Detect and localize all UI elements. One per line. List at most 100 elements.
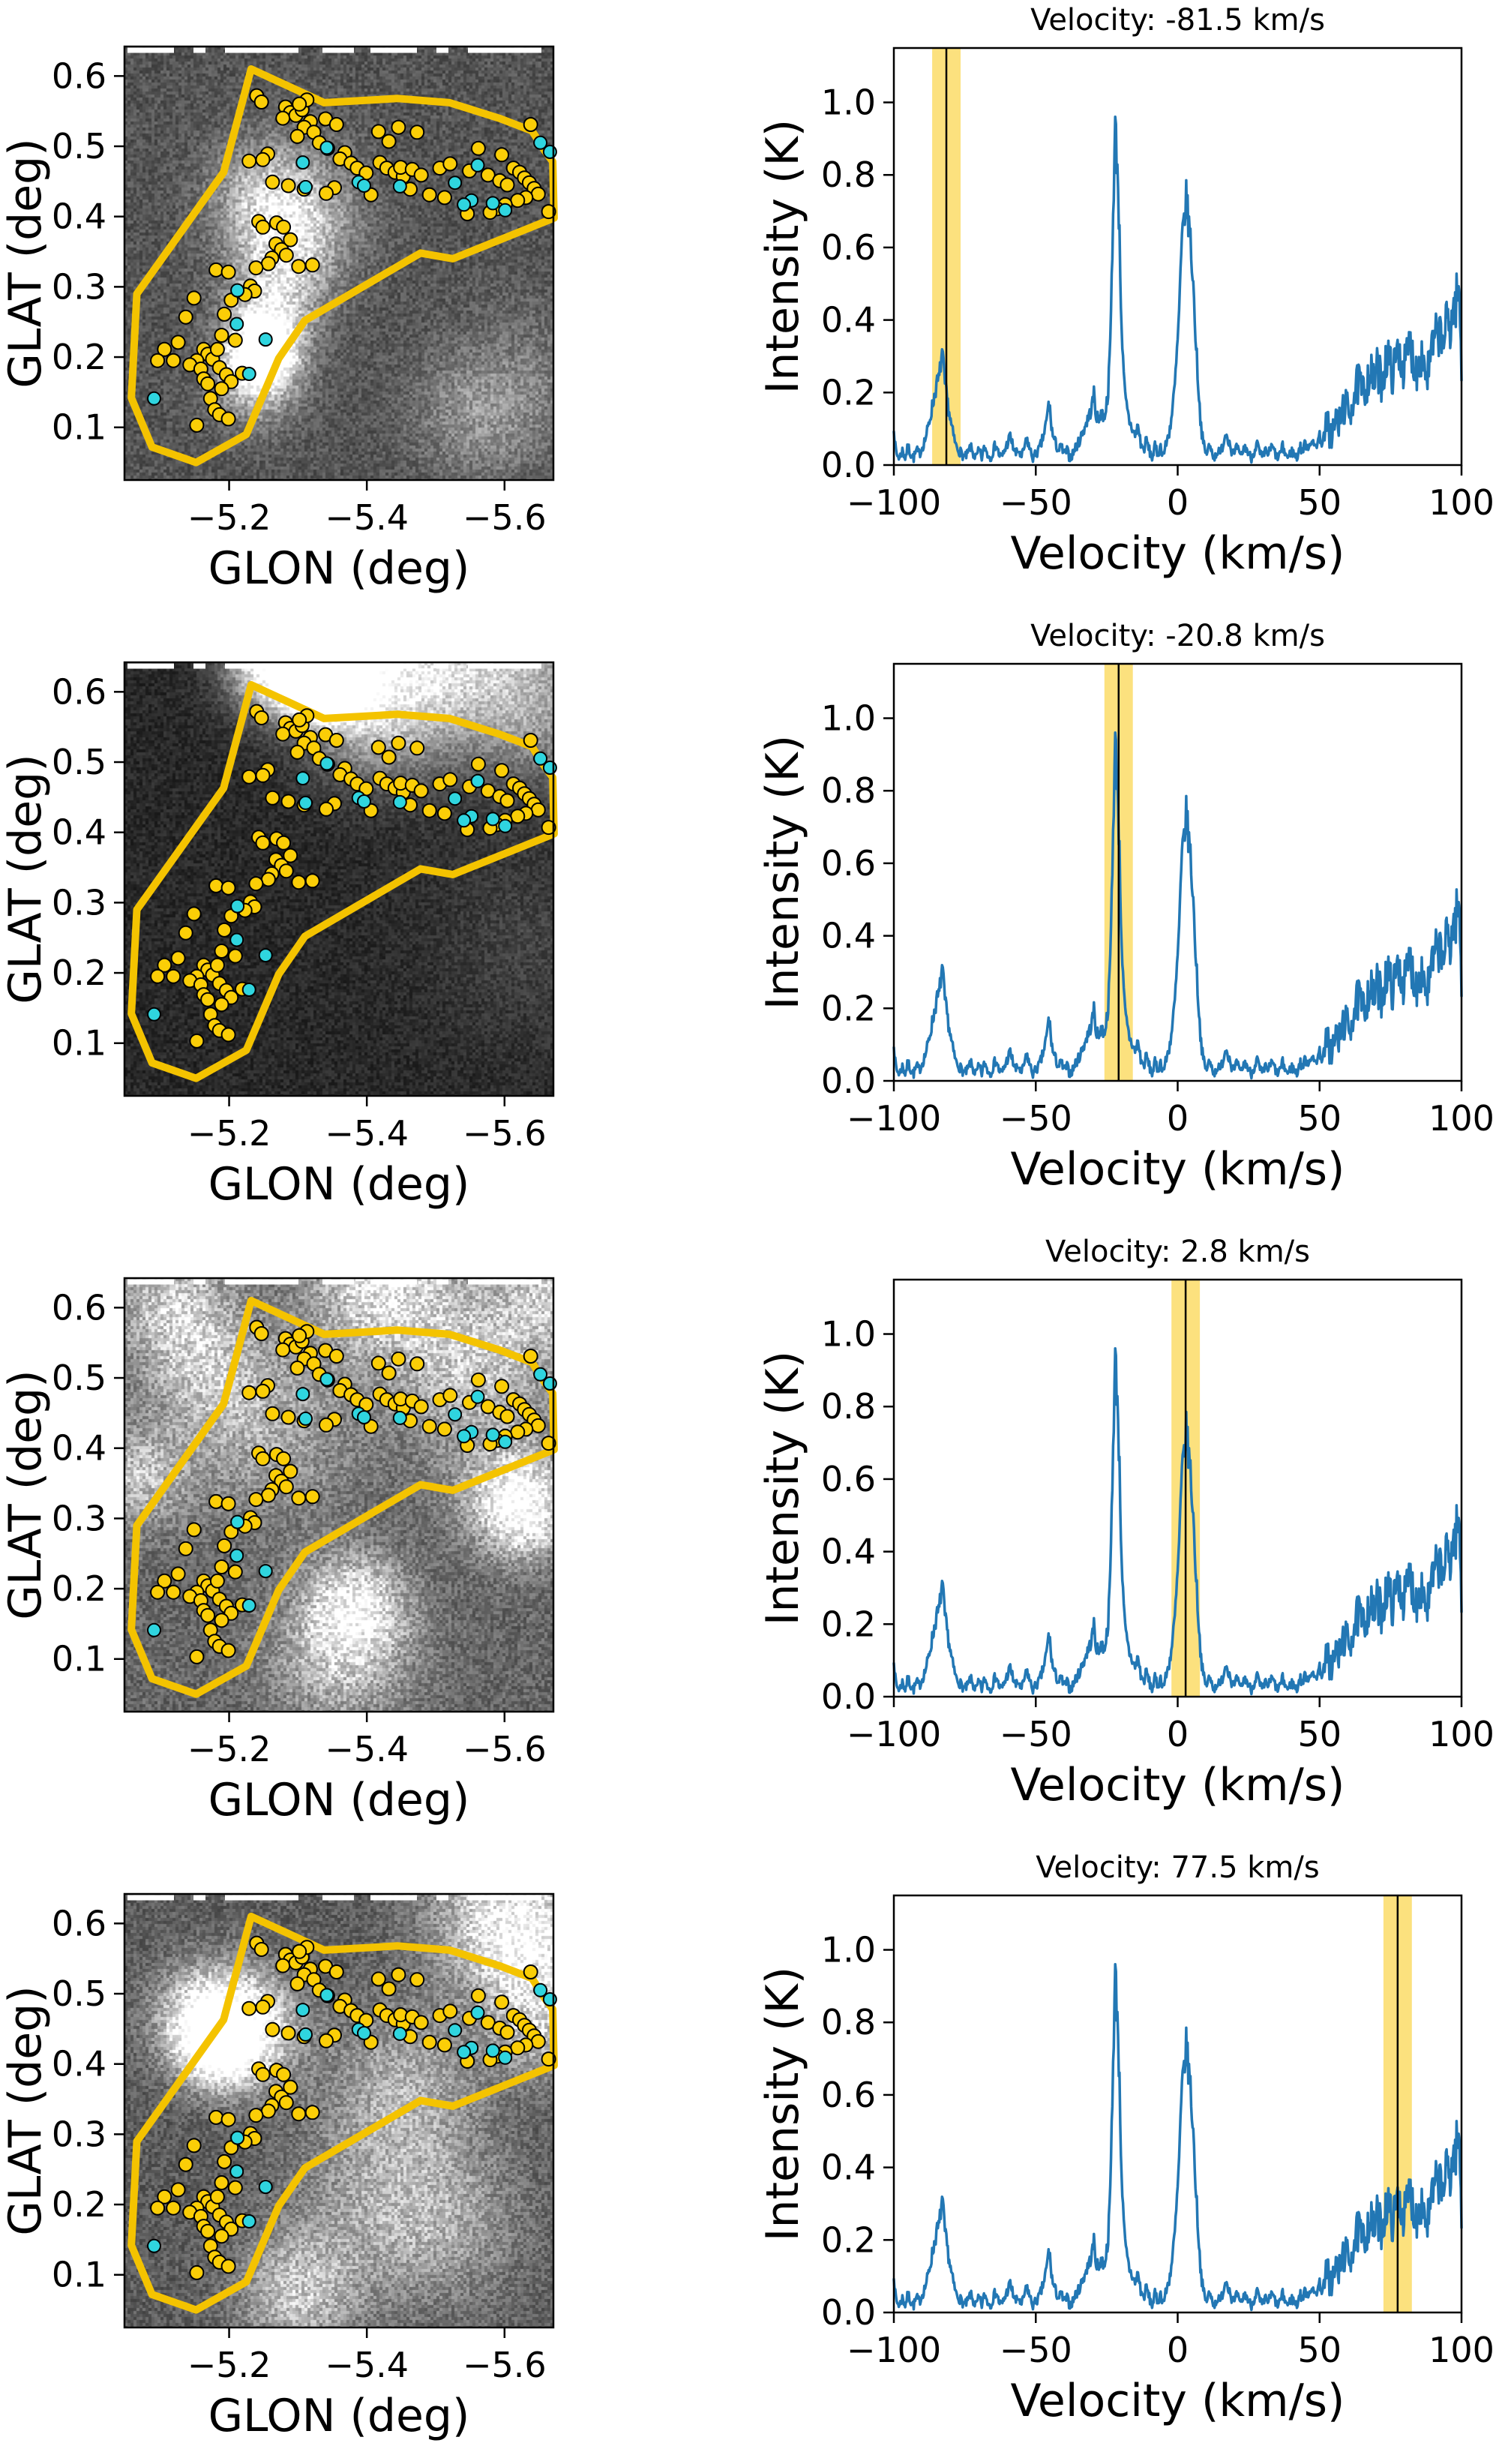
detection-point-cyan [498, 203, 513, 218]
detection-point-yellow [470, 756, 486, 772]
map-x-axis-label: GLON (deg) [208, 2390, 470, 2442]
map-x-axis-label: GLON (deg) [208, 1158, 470, 1211]
map-x-tick-label: −5.2 [187, 1113, 271, 1154]
detection-point-yellow [499, 2024, 515, 2040]
detection-point-yellow [214, 944, 229, 959]
spectrum-x-axis-label: Velocity (km/s) [1011, 1759, 1345, 1811]
detection-point-yellow [370, 1971, 386, 1987]
spectrum-x-tick-label: −100 [847, 482, 941, 523]
detection-point-yellow [278, 2095, 294, 2111]
detection-point-yellow [530, 802, 546, 818]
detection-point-cyan [448, 791, 463, 806]
spectrum-y-tick-label: 0.8 [821, 155, 876, 195]
detection-point-yellow [280, 1409, 296, 1425]
detection-point-yellow [260, 1487, 276, 1503]
map-y-axis-label: GLAT (deg) [0, 1370, 52, 1619]
detection-point-yellow [370, 1355, 386, 1371]
spectrum-panel: −100 −50 0 50 100 0.0 0.2 0.4 0.6 0.8 1.0 Velocity:… [757, 1235, 1493, 1811]
detection-point-yellow [248, 2108, 264, 2123]
detection-point-yellow [409, 1972, 425, 1988]
detection-point-yellow [227, 948, 243, 964]
detection-point-cyan [229, 317, 244, 332]
detection-point-yellow [304, 2105, 320, 2120]
detection-point-yellow [214, 381, 229, 397]
detection-point-yellow [214, 2228, 229, 2244]
detection-point-yellow [220, 1496, 236, 1511]
detection-point-yellow [442, 156, 458, 172]
detection-point-cyan [457, 813, 472, 828]
map-x-tick-label: −5.2 [187, 1729, 271, 1769]
detection-point-yellow [200, 376, 216, 392]
detection-point-cyan [230, 899, 245, 914]
map-y-tick-label: 0.6 [52, 1287, 106, 1328]
detection-point-cyan [498, 1434, 513, 1449]
figure-row: −5.2 −5.4 −5.6 0.1 0.2 0.3 0.4 0.5 0.6 GLON (deg)… [0, 616, 1493, 1232]
spectrum-y-axis-label: Intensity (K) [757, 735, 809, 1010]
detection-point-cyan [485, 1427, 500, 1442]
spectrum-line [892, 116, 1463, 464]
detection-point-cyan [392, 179, 407, 194]
detection-point-cyan [298, 2027, 313, 2042]
map-y-tick-label: 0.2 [52, 2184, 106, 2225]
source-region-polygon [127, 1297, 558, 1698]
detection-point-yellow [409, 740, 425, 756]
map-x-tick-label: −5.6 [463, 1113, 547, 1154]
detection-point-yellow [265, 790, 280, 806]
detection-point-yellow [217, 2153, 232, 2169]
detection-point-cyan [241, 2214, 256, 2228]
detection-point-cyan [533, 135, 548, 150]
spectrum-y-tick-label: 0.2 [821, 1604, 876, 1644]
detection-point-yellow [436, 806, 452, 821]
detection-point-yellow [289, 744, 305, 760]
map-x-tick-label: −5.2 [187, 2345, 271, 2385]
detection-point-cyan [258, 948, 273, 963]
detection-point-cyan [147, 2238, 161, 2253]
detection-point-yellow [283, 1463, 298, 1479]
detection-point-yellow [214, 1613, 229, 1628]
spectrum-panel: −100 −50 0 50 100 0.0 0.2 0.4 0.6 0.8 1.0 Velocity:… [757, 619, 1493, 1196]
detection-point-cyan [357, 1410, 371, 1424]
detection-point-yellow [255, 2066, 271, 2082]
detection-point-yellow [436, 190, 452, 206]
detection-point-yellow [248, 260, 264, 276]
map-y-tick-label: 0.4 [52, 1428, 106, 1469]
detection-point-cyan [258, 332, 273, 347]
detection-point-yellow [470, 1988, 486, 2003]
detection-point-yellow [530, 2033, 546, 2049]
spectrum-panel-title: Velocity: -81.5 km/s [1030, 3, 1325, 38]
detection-point-yellow [413, 783, 429, 799]
detection-point-yellow [200, 2223, 216, 2239]
detection-point-yellow [150, 1584, 166, 1600]
detection-point-yellow [523, 1964, 538, 1979]
spectrum-y-tick-label: 0.8 [821, 1386, 876, 1427]
detection-point-yellow [253, 710, 269, 725]
detection-point-yellow [276, 2066, 292, 2082]
detection-point-yellow [157, 2189, 172, 2204]
detection-point-cyan [229, 932, 244, 947]
detection-point-cyan [241, 983, 256, 997]
detection-point-yellow [289, 1360, 305, 1376]
detection-point-yellow [499, 1409, 515, 1424]
detection-point-yellow [541, 2051, 556, 2067]
detection-point-cyan [533, 1982, 548, 1997]
detection-point-yellow [494, 147, 510, 163]
detection-point-yellow [265, 2021, 280, 2037]
figure-row: −5.2 −5.4 −5.6 0.1 0.2 0.3 0.4 0.5 0.6 GLON (deg)… [0, 1847, 1493, 2463]
spectrum-y-tick-label: 1.0 [821, 698, 876, 739]
detection-point-cyan [295, 771, 310, 786]
spectrum-x-tick-label: −100 [847, 1714, 941, 1754]
detection-point-yellow [328, 733, 344, 748]
detection-point-cyan [542, 1992, 557, 2006]
detection-point-yellow [241, 1385, 257, 1400]
detection-point-yellow [208, 2109, 224, 2125]
detection-point-cyan [470, 773, 485, 788]
spectrum-y-tick-label: 0.4 [821, 1532, 876, 1572]
detection-point-yellow [523, 117, 538, 132]
detection-point-yellow [328, 1964, 344, 1979]
detection-point-yellow [275, 1342, 291, 1358]
detection-point-cyan [498, 818, 513, 833]
detection-point-yellow [530, 186, 546, 202]
detection-point-yellow [391, 735, 406, 751]
detection-point-cyan [470, 1389, 485, 1404]
spectrum-x-tick-label: 100 [1429, 1714, 1493, 1754]
